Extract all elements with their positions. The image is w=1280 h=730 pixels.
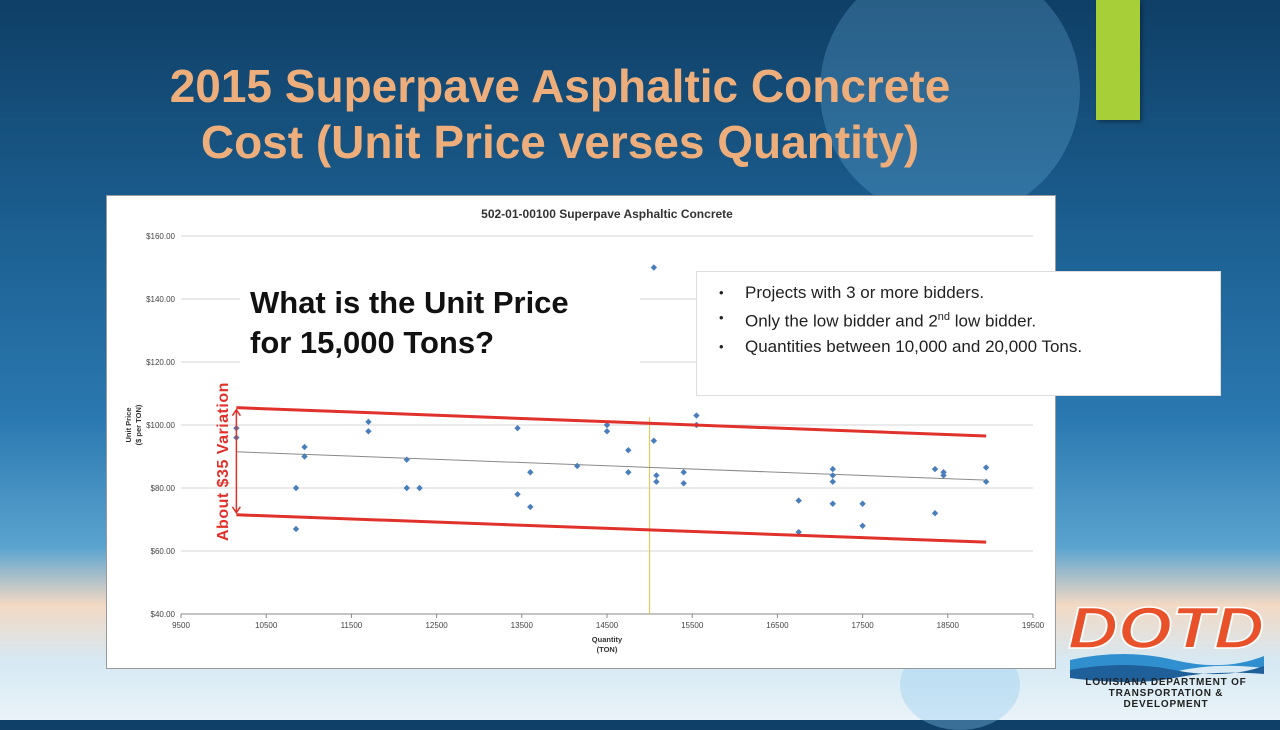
data-point [365, 418, 372, 426]
question-text: What is the Unit Price for 15,000 Tons? [250, 283, 640, 363]
data-point [795, 528, 802, 536]
data-point [680, 469, 687, 476]
title-line-1: 2015 Superpave Asphaltic Concrete [169, 60, 951, 112]
x-tick-label: 9500 [172, 621, 190, 630]
data-point [625, 447, 632, 454]
logo-caption-line-1: LOUISIANA DEPARTMENT OF [1085, 677, 1247, 688]
note-text: Only the low bidder and 2 [745, 311, 938, 331]
y-axis-label: Unit Price [124, 407, 133, 442]
title-line-2: Cost (Unit Price verses Quantity) [200, 116, 920, 168]
question-line-1: What is the Unit Price [250, 285, 569, 320]
data-point [416, 484, 423, 492]
data-point [653, 472, 660, 479]
logo-wordmark: DOTD [1068, 596, 1264, 661]
x-tick-label: 16500 [766, 621, 789, 630]
data-point [292, 525, 300, 533]
data-point [650, 264, 658, 271]
data-point [573, 462, 581, 470]
scatter-chart: 502-01-00100 Superpave Asphaltic Concret… [124, 207, 1045, 654]
data-point [982, 464, 990, 471]
chart-title: 502-01-00100 Superpave Asphaltic Concret… [481, 207, 733, 221]
data-point [527, 503, 534, 511]
x-axis-unit: (TON) [597, 645, 618, 654]
data-point [603, 428, 611, 435]
note-text: low bidder. [954, 311, 1037, 331]
data-point [527, 469, 534, 476]
data-point [403, 456, 410, 463]
band-lower-line [236, 513, 987, 544]
note-item: Projects with 3 or more bidders. [719, 280, 1208, 305]
y-tick-label: $140.00 [146, 295, 175, 304]
data-point [795, 497, 802, 504]
dotd-logo: DOTD [1067, 595, 1265, 682]
data-point [514, 491, 521, 498]
data-point [982, 478, 990, 485]
notes-box: Projects with 3 or more bidders. Only th… [696, 271, 1221, 396]
variation-label: About $35 Variation [215, 382, 232, 541]
y-tick-label: $60.00 [151, 547, 176, 556]
y-tick-label: $160.00 [146, 232, 175, 241]
x-tick-label: 18500 [937, 621, 960, 630]
data-point [829, 472, 836, 479]
x-tick-label: 11500 [341, 621, 363, 630]
logo-caption-line-2: TRANSPORTATION & DEVELOPMENT [1108, 688, 1224, 710]
note-item: Only the low bidder and 2nd low bidder. [719, 305, 1208, 334]
note-item: Quantities between 10,000 and 20,000 Ton… [719, 334, 1208, 359]
question-line-2: for 15,000 Tons? [250, 325, 495, 360]
data-point [653, 478, 660, 485]
x-tick-label: 10500 [255, 621, 278, 630]
data-point [650, 437, 658, 444]
y-axis-unit: ($ per TON) [134, 404, 143, 445]
trendline [236, 451, 987, 481]
y-tick-label: $80.00 [151, 484, 176, 493]
x-tick-label: 19500 [1022, 621, 1045, 630]
arrow-head-down [231, 506, 242, 515]
data-point [931, 510, 939, 517]
slide-title: 2015 Superpave Asphaltic Concrete Cost (… [60, 58, 1060, 170]
accent-bar [1096, 0, 1140, 120]
arrow-head-up [231, 408, 242, 417]
data-point [940, 472, 947, 479]
data-point [829, 478, 836, 485]
x-tick-label: 17500 [851, 621, 874, 630]
data-point [514, 424, 521, 432]
data-point [859, 500, 866, 507]
x-tick-label: 15500 [681, 621, 704, 630]
band-upper-line [236, 406, 987, 438]
data-point [680, 480, 687, 487]
question-box [240, 279, 640, 371]
data-point [625, 469, 632, 476]
background-glow [820, 0, 1080, 220]
data-point [301, 443, 308, 451]
data-point [301, 453, 308, 460]
y-tick-label: $40.00 [151, 610, 176, 619]
x-tick-label: 14500 [596, 621, 619, 630]
y-tick-label: $100.00 [146, 421, 175, 430]
data-point [693, 412, 700, 419]
data-point [931, 465, 939, 473]
note-superscript: nd [937, 311, 951, 323]
logo-caption: LOUISIANA DEPARTMENT OF TRANSPORTATION &… [1066, 677, 1266, 710]
data-point [859, 522, 866, 529]
data-point [403, 484, 410, 492]
x-axis-label: Quantity [592, 635, 623, 644]
data-point [365, 428, 372, 435]
data-point [292, 484, 300, 492]
notes-list: Projects with 3 or more bidders. Only th… [711, 280, 1208, 359]
logo-wave [1070, 665, 1264, 682]
y-tick-label: $120.00 [146, 358, 175, 367]
chart-panel: 502-01-00100 Superpave Asphaltic Concret… [106, 195, 1056, 669]
data-point [829, 500, 836, 507]
data-point [829, 465, 836, 473]
x-tick-label: 12500 [425, 621, 448, 630]
data-point [603, 421, 611, 429]
x-tick-label: 13500 [511, 621, 534, 630]
